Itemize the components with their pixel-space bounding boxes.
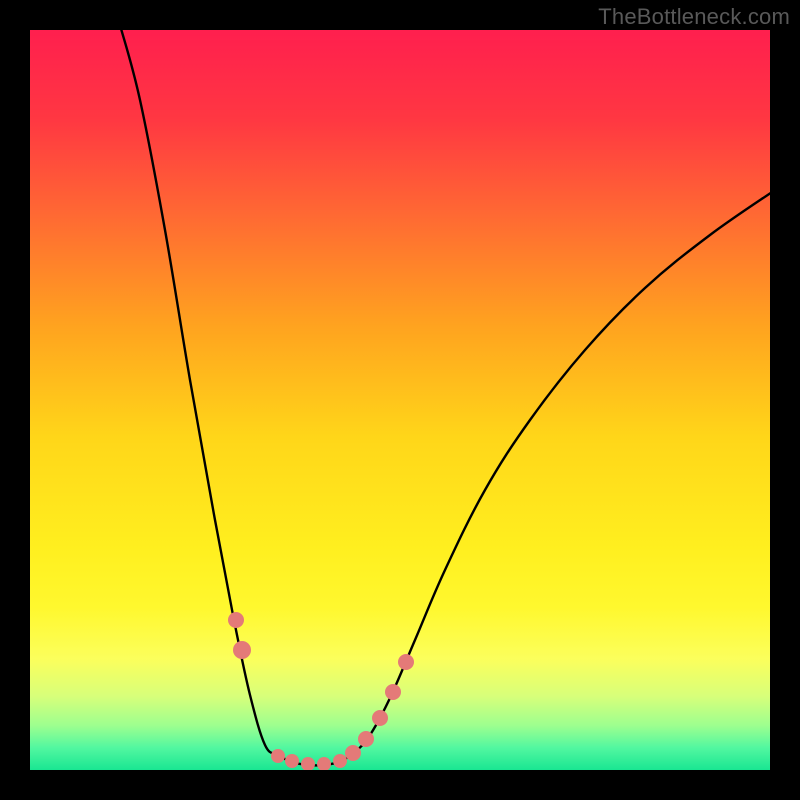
curve-marker — [372, 710, 388, 726]
curve-layer — [30, 30, 770, 770]
watermark-text: TheBottleneck.com — [598, 4, 790, 30]
curve-marker — [271, 749, 285, 763]
curve-marker — [398, 654, 414, 670]
curve-marker — [385, 684, 401, 700]
curve-marker — [233, 641, 251, 659]
curve-right-branch — [340, 190, 770, 762]
curve-marker — [285, 754, 299, 768]
curve-markers — [228, 612, 414, 770]
curve-marker — [317, 757, 331, 770]
curve-marker — [333, 754, 347, 768]
curve-left-branch — [120, 30, 340, 765]
curve-marker — [345, 745, 361, 761]
curve-marker — [358, 731, 374, 747]
curve-marker — [228, 612, 244, 628]
curve-marker — [301, 757, 315, 770]
plot-area — [30, 30, 770, 770]
